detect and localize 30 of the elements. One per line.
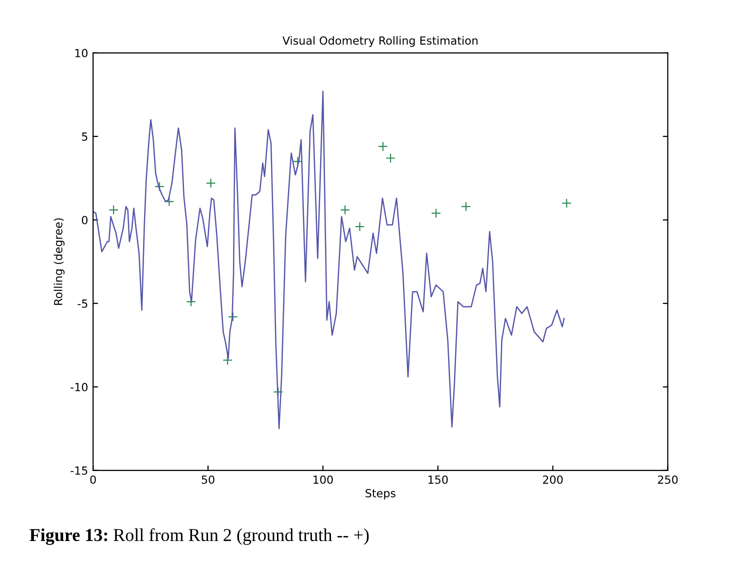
point [460, 202, 471, 212]
x-tick-label: 0 [90, 475, 96, 484]
point [378, 141, 388, 152]
point [431, 208, 442, 218]
point [206, 178, 216, 188]
point [228, 312, 238, 322]
y-tick-label: -10 [70, 382, 88, 392]
point [354, 222, 365, 232]
caption: Figure 13: Roll from Run 2 (ground truth -- +) [30, 528, 369, 545]
x-tick-label: 50 [202, 475, 214, 484]
x-tick-label: 100 [314, 475, 333, 484]
y-tick-label: -15 [70, 466, 88, 475]
line-series [93, 90, 565, 430]
x-tick-label: 200 [543, 475, 563, 484]
point [562, 198, 572, 208]
point [292, 156, 303, 166]
y-tick-label: 10 [75, 48, 88, 58]
y-tick-label: 5 [82, 132, 88, 141]
point [154, 182, 164, 192]
point [222, 355, 233, 366]
y-axis-title: Rolling (degree) [54, 218, 65, 305]
point [340, 204, 350, 215]
y-tick-label: 0 [82, 216, 88, 224]
point [386, 153, 396, 164]
y-tick-label: -5 [78, 300, 88, 308]
chart-title: Visual Odometry Rolling Estimation [282, 36, 478, 47]
x-tick-label: 250 [658, 475, 678, 484]
point [108, 204, 118, 215]
x-tick-label: 150 [428, 475, 448, 484]
x-axis-title: Steps [366, 488, 396, 500]
